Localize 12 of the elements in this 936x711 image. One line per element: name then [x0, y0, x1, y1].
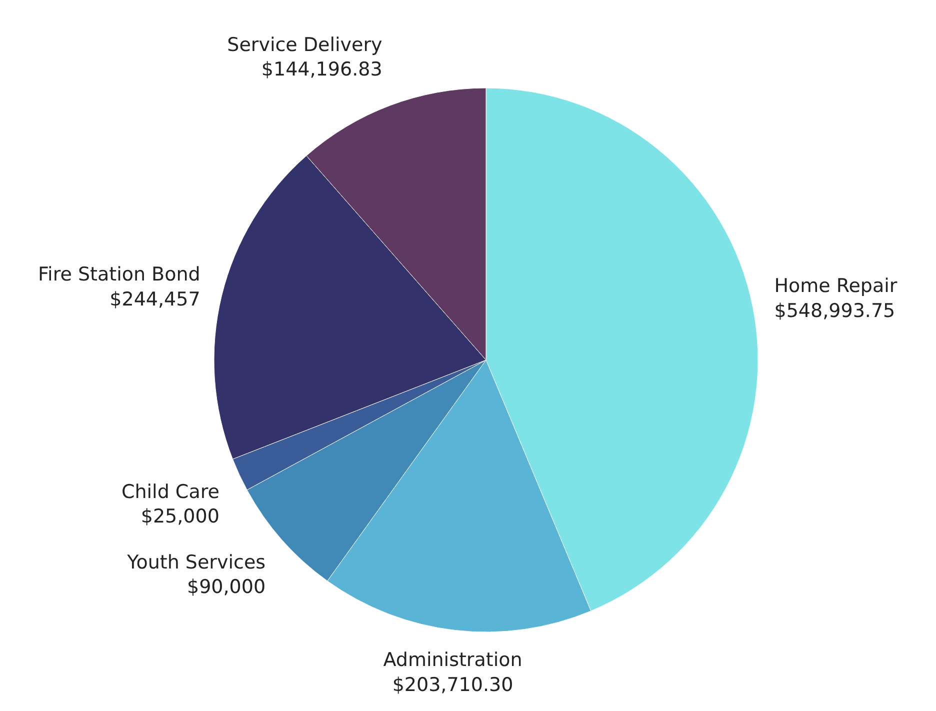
data-label: $25,000 [140, 506, 220, 528]
slice-label: Child Care [121, 481, 220, 504]
data-label: $244,457 [110, 288, 200, 310]
slice-label: Fire Station Bond [38, 264, 200, 286]
slice-label: Administration [383, 649, 522, 672]
data-label: $203,710.30 [392, 674, 514, 696]
slice-label: Home Repair [774, 275, 898, 298]
data-label: $548,993.75 [774, 300, 896, 322]
data-label: $90,000 [186, 576, 266, 598]
data-label: $144,196.83 [261, 58, 382, 81]
slice-label: Service Delivery [227, 34, 382, 56]
slice-label: Youth Services [126, 552, 266, 574]
